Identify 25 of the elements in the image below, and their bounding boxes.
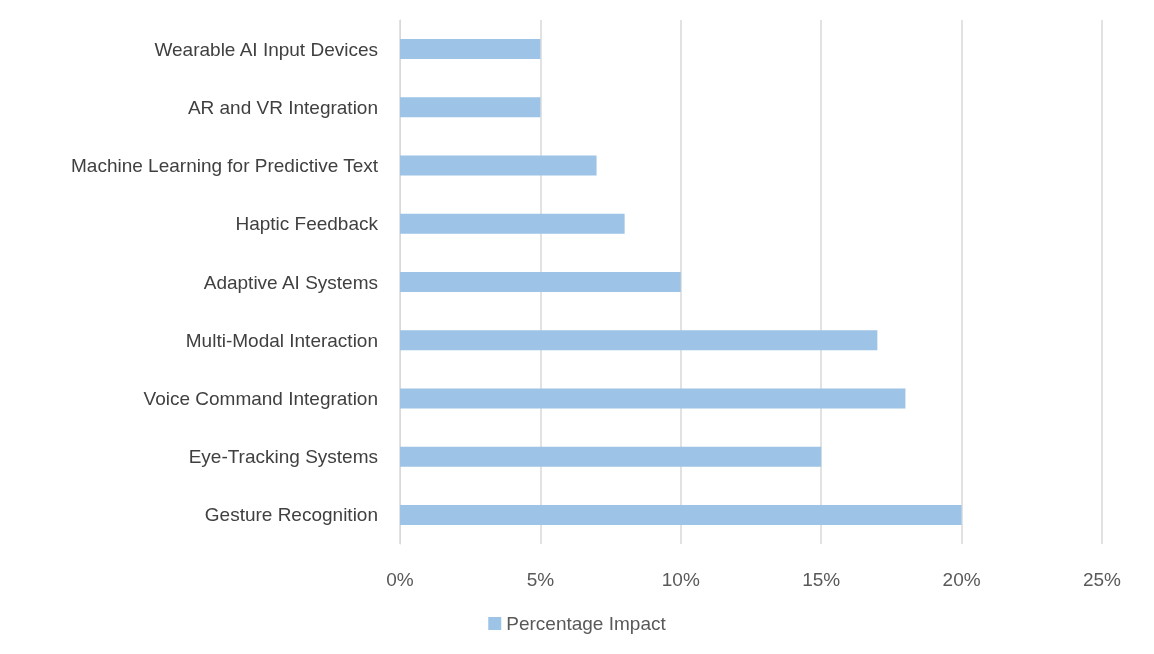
bar — [400, 272, 681, 292]
x-tick-label: 0% — [386, 569, 414, 590]
bar — [400, 330, 878, 351]
bar — [400, 213, 625, 234]
bar — [400, 155, 597, 176]
y-tick-label: Gesture Recognition — [204, 504, 378, 526]
y-tick-label: Multi-Modal Interaction — [185, 329, 378, 351]
x-tick-label: 10% — [661, 569, 700, 590]
y-tick-label: Machine Learning for Predictive Text — [71, 155, 379, 177]
bar — [400, 39, 541, 60]
bar — [400, 97, 541, 118]
bar — [400, 388, 906, 409]
y-tick-label: Haptic Feedback — [235, 213, 379, 235]
x-tick-label: 20% — [942, 569, 981, 590]
legend-label: Percentage Impact — [506, 613, 667, 634]
x-tick-label: 15% — [802, 569, 841, 590]
x-tick-label: 25% — [1082, 569, 1122, 590]
bar — [400, 504, 962, 525]
y-tick-label: Voice Command Integration — [143, 387, 378, 409]
x-tick-label: 5% — [526, 569, 555, 590]
y-tick-label: AR and VR Integration — [187, 96, 378, 118]
y-tick-label: Adaptive AI Systems — [203, 271, 378, 293]
y-tick-label: Eye-Tracking Systems — [188, 446, 378, 468]
bar — [400, 446, 822, 467]
y-tick-label: Wearable AI Input Devices — [154, 38, 378, 60]
